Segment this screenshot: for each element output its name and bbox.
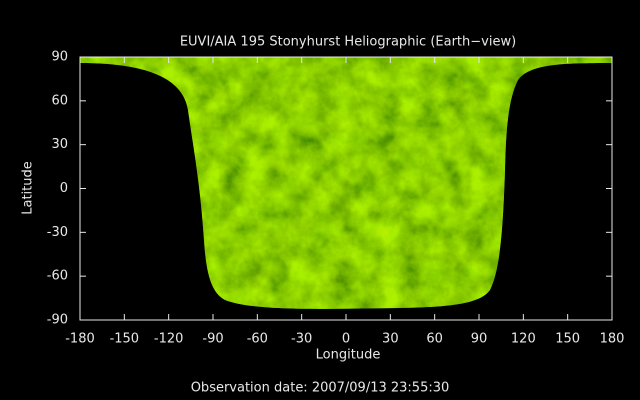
x-tick-label: -120 xyxy=(154,332,184,347)
x-tick-label: 90 xyxy=(471,332,488,347)
x-tick-label: -60 xyxy=(247,332,268,347)
y-tick-label: 60 xyxy=(51,93,68,108)
map-texture xyxy=(80,57,612,309)
y-axis-label: Latitude xyxy=(21,161,36,215)
solar-map xyxy=(80,57,612,309)
x-tick-label: 30 xyxy=(382,332,399,347)
y-tick-label: 30 xyxy=(51,137,68,152)
x-tick-label: -150 xyxy=(110,332,140,347)
x-tick-label: 60 xyxy=(426,332,443,347)
x-tick-label: 150 xyxy=(555,332,580,347)
x-tick-label: -30 xyxy=(291,332,312,347)
x-tick-label: -180 xyxy=(65,332,95,347)
x-tick-label: 120 xyxy=(511,332,536,347)
y-tick-label: -60 xyxy=(47,269,68,284)
y-tick-label: -30 xyxy=(47,225,68,240)
y-tick-label: 90 xyxy=(51,50,68,65)
x-axis-label: Longitude xyxy=(316,348,381,363)
chart-title: EUVI/AIA 195 Stonyhurst Heliographic (Ea… xyxy=(180,35,516,50)
y-tick-label: 0 xyxy=(60,181,68,196)
x-tick-label: -90 xyxy=(202,332,223,347)
footer: Observation date: 2007/09/13 23:55:30 xyxy=(191,381,450,396)
x-tick-label: 180 xyxy=(600,332,625,347)
y-tick-label: -90 xyxy=(47,313,68,328)
x-tick-label: 0 xyxy=(342,332,350,347)
